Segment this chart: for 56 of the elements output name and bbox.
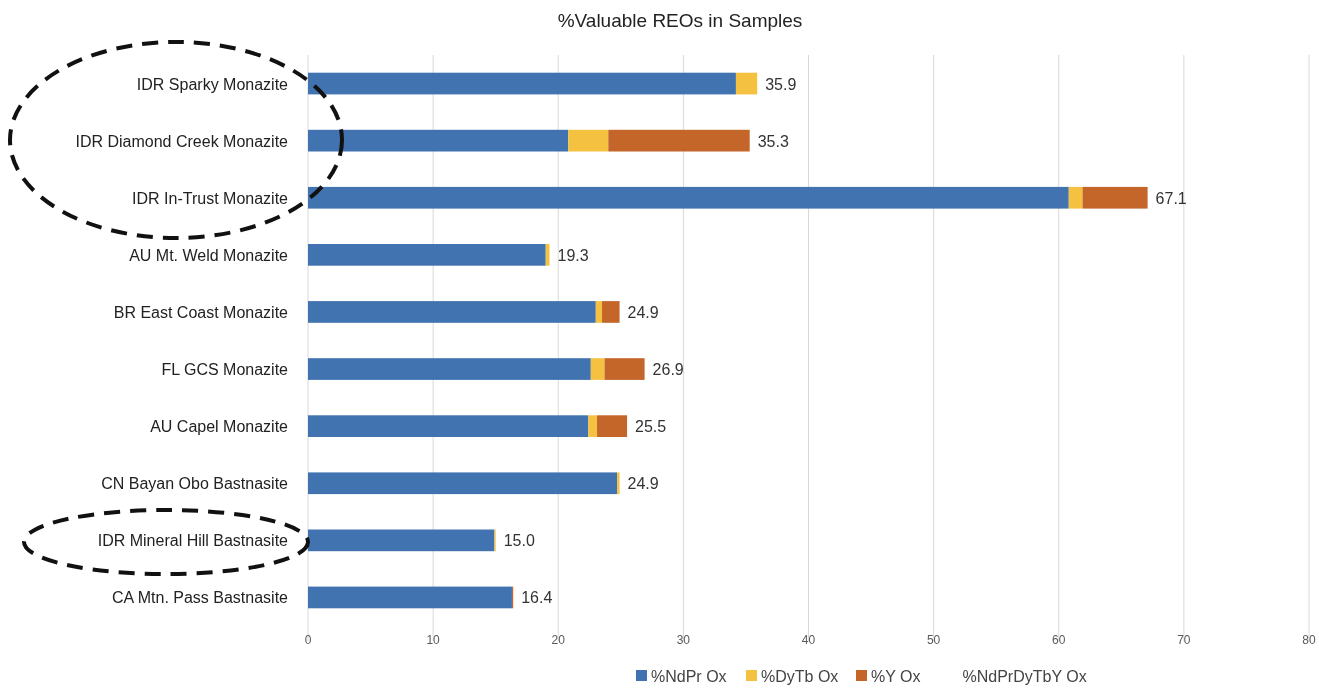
- chart-title: %Valuable REOs in Samples: [557, 10, 803, 31]
- bar: [608, 129, 750, 152]
- total-label: 35.9: [765, 75, 797, 93]
- bar: [308, 301, 596, 323]
- x-tick-label: 30: [676, 633, 691, 647]
- bar: [604, 358, 645, 380]
- bar: [308, 415, 589, 437]
- total-label: 19.3: [557, 246, 589, 264]
- bar: [617, 472, 620, 495]
- x-tick-label: 0: [304, 633, 312, 647]
- x-tick-label: 20: [551, 633, 566, 647]
- y-tick-label: IDR In-Trust Monazite: [132, 189, 289, 207]
- legend-label: %NdPr Ox: [651, 668, 727, 685]
- bar: [308, 72, 736, 95]
- x-tick-label: 80: [1302, 633, 1316, 647]
- bar: [308, 358, 591, 380]
- total-label: 26.9: [652, 361, 684, 379]
- y-tick-label: BR East Coast Monazite: [113, 303, 289, 321]
- total-label: 24.9: [627, 303, 659, 321]
- y-tick-label: AU Mt. Weld Monazite: [129, 246, 289, 264]
- total-label: 24.9: [627, 475, 659, 493]
- bar: [590, 358, 605, 380]
- x-tick-label: 40: [801, 633, 816, 647]
- text: %NdPrDyTbY Ox: [962, 668, 1087, 685]
- bar: [308, 472, 618, 495]
- y-tick-label: IDR Sparky Monazite: [136, 75, 289, 93]
- total-label: 16.4: [521, 589, 553, 607]
- bar: [308, 244, 546, 266]
- bar: [595, 301, 603, 323]
- total-label: 25.5: [635, 418, 667, 436]
- total-label: 67.1: [1155, 189, 1187, 207]
- bar: [308, 529, 495, 552]
- legend-label: %DyTb Ox: [761, 668, 839, 685]
- legend-label: %Y Ox: [871, 668, 921, 685]
- bar: [568, 129, 609, 152]
- bar: [602, 301, 620, 323]
- bar: [735, 72, 758, 95]
- bar: [597, 415, 628, 437]
- y-tick-label: FL GCS Monazite: [161, 361, 289, 379]
- y-tick-label: IDR Mineral Hill Bastnasite: [97, 532, 289, 550]
- y-tick-label: CA Mtn. Pass Bastnasite: [111, 589, 289, 607]
- y-tick-label: AU Capel Monazite: [150, 418, 289, 436]
- total-label: 35.3: [757, 132, 789, 150]
- y-tick-label: CN Bayan Obo Bastnasite: [101, 475, 289, 493]
- bar: [308, 586, 512, 609]
- total-label: 15.0: [503, 532, 535, 550]
- x-tick-label: 70: [1177, 633, 1191, 647]
- x-tick-label: 60: [1052, 633, 1066, 647]
- bar: [588, 415, 598, 437]
- bar: [1082, 186, 1148, 209]
- bar: [308, 129, 569, 152]
- x-tick-label: 50: [926, 633, 941, 647]
- bar: [1068, 186, 1083, 209]
- x-tick-label: 10: [426, 633, 441, 647]
- bar: [308, 186, 1069, 209]
- y-tick-label: IDR Diamond Creek Monazite: [75, 132, 289, 150]
